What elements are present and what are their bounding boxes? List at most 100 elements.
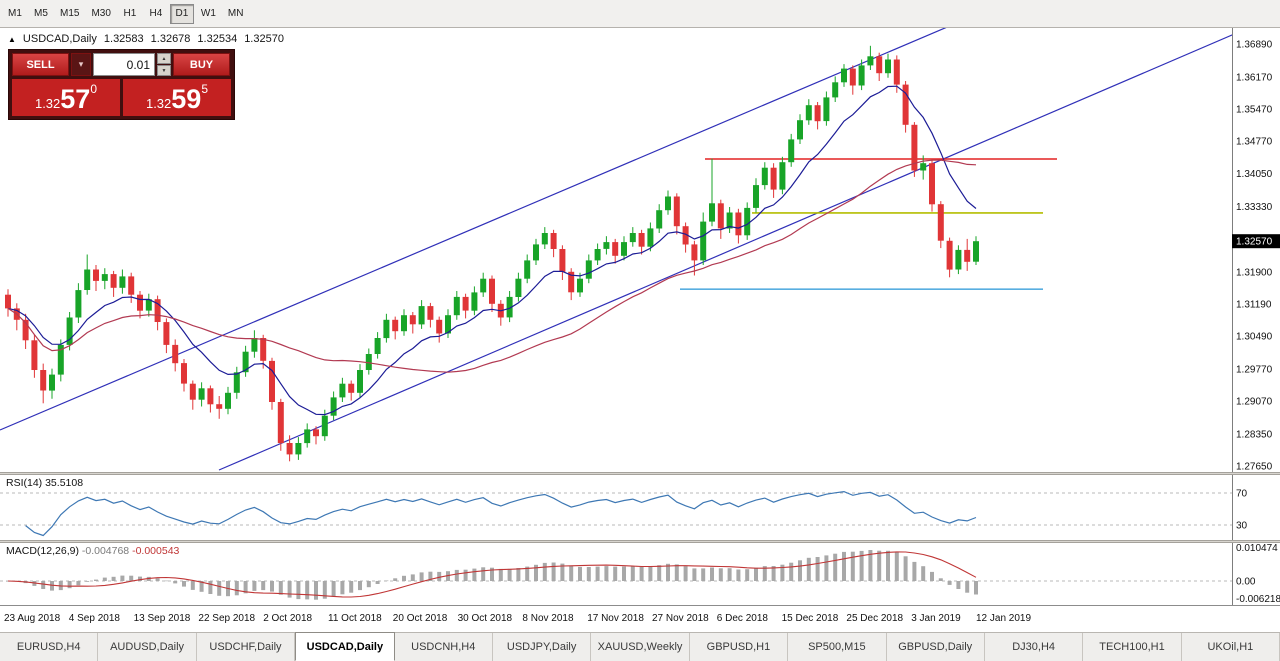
macd-histogram-bar [956,581,961,589]
chart-tab-eurusd-h4[interactable]: EURUSD,H4 [0,633,99,661]
trend-line[interactable] [218,29,1246,471]
candle-body [101,274,108,281]
chart-tab-sp500-m15[interactable]: SP500,M15 [788,633,887,661]
candle-body [225,392,231,409]
macd-histogram-bar [481,567,486,581]
macd-histogram-bar [331,581,336,597]
sell-price-display[interactable]: 1.32 57 0 [12,79,120,116]
timeframe-button-w1[interactable]: W1 [200,8,216,19]
macd-histogram-bar [287,581,292,598]
chart-tab-usdchf-daily[interactable]: USDCHF,Daily [197,633,296,661]
chart-tab-usdcnh-h4[interactable]: USDCNH,H4 [395,633,493,661]
candle-body [682,226,689,245]
panel-separator[interactable] [0,540,1280,543]
candle-body [937,204,944,241]
one-click-prices-row: 1.32 57 0 1.32 59 5 [12,79,231,116]
candle-body [189,383,196,400]
timeframe-button-m1[interactable]: M1 [8,8,22,19]
chart-tab-dj30-h4[interactable]: DJ30,H4 [985,633,1084,661]
candle-body [427,306,434,320]
chart-tab-ukoil-h1[interactable]: UKOil,H1 [1182,633,1280,661]
chart-tab-usdcad-daily[interactable]: USDCAD,Daily [295,632,395,661]
sell-price-pips: 57 [60,84,91,114]
candle-body [330,397,337,416]
buy-button[interactable]: BUY [173,53,230,76]
date-label: 25 Dec 2018 [846,613,904,624]
chart-tab-usdjpy-daily[interactable]: USDJPY,Daily [493,633,592,661]
order-type-dropdown[interactable]: ▾ [71,53,91,76]
candle-body [770,167,777,190]
macd-histogram-bar [138,576,142,581]
buy-price-display[interactable]: 1.32 59 5 [123,79,231,116]
macd-histogram-bar [630,566,635,581]
timeframe-button-d1[interactable]: D1 [169,3,194,24]
candle-body [849,68,856,86]
candle-body [973,241,979,262]
candle-body [691,244,698,261]
panel-separator[interactable] [0,472,1280,475]
chart-tab-audusd-daily[interactable]: AUDUSD,Daily [98,633,197,661]
macd-histogram-bar [217,581,222,596]
macd-histogram-bar [771,566,776,581]
chart-tab-tech100-h1[interactable]: TECH100,H1 [1083,633,1182,661]
macd-histogram-bar [798,560,802,581]
macd-histogram-bar [243,581,248,594]
chart-tab-gbpusd-h1[interactable]: GBPUSD,H1 [690,633,789,661]
candle-body [717,203,724,229]
macd-histogram-bar [886,550,890,581]
lot-size-input[interactable] [93,53,155,76]
macd-histogram-bar [314,581,318,600]
macd-histogram-bar [384,580,389,582]
candle-body [128,276,135,295]
sell-button[interactable]: SELL [12,53,69,76]
timeframe-button-m15[interactable]: M15 [60,8,80,19]
price-axis-label: 1.34050 [1236,169,1273,180]
macd-histogram-bar [850,551,855,581]
macd-histogram-bar [410,574,415,581]
candle-body [515,278,522,297]
main-plot[interactable] [0,28,1246,471]
macd-histogram-bar [666,563,670,581]
candle-body [75,290,82,318]
lot-increase-button[interactable]: ▲ [157,53,171,64]
candle-body [656,210,663,229]
timeframe-button-m30[interactable]: M30 [91,8,111,19]
date-label: 17 Nov 2018 [587,613,644,624]
macd-histogram-bar [736,569,741,581]
candle-body [145,299,152,311]
macd-histogram-bar [358,581,362,591]
lot-decrease-button[interactable]: ▼ [157,65,171,76]
candle-body [119,276,126,288]
macd-histogram-bar [270,581,274,592]
macd-histogram-bar [525,566,530,581]
candle-body [541,233,548,245]
timeframe-button-mn[interactable]: MN [227,8,244,19]
candle-body [365,354,372,370]
macd-histogram-bar [94,579,98,581]
macd-histogram-bar [701,568,706,581]
candle-body [137,294,143,311]
candle-body [955,249,962,270]
macd-histogram-bar [921,566,926,581]
chart-canvas[interactable]: 1.36890 1.36170 1.35470 1.34770 1.34050 1.333… [0,28,1280,605]
chart-tab-gbpusd-daily[interactable]: GBPUSD,Daily [887,633,985,661]
timeframe-button-h4[interactable]: H4 [149,8,163,19]
trend-line[interactable] [0,28,952,431]
macd-histogram-bar [252,581,257,591]
macd-histogram-bar [938,578,943,581]
macd-histogram-bar [278,581,283,595]
candle-body [753,185,759,208]
macd-histogram-bar [639,566,644,581]
macd-histogram-bar [710,567,714,581]
price-axis-label: 1.31900 [1236,267,1273,278]
macd-histogram-bar [199,581,204,592]
timeframe-button-m5[interactable]: M5 [34,8,48,19]
timeframe-button-h1[interactable]: H1 [123,8,137,19]
macd-histogram-bar [842,551,846,581]
chart-tab-xauusd-weekly[interactable]: XAUUSD,Weekly [591,633,690,661]
candle-body [612,242,619,256]
candle-body [577,278,583,293]
candle-body [181,363,187,384]
candle-body [93,269,99,281]
macd-histogram-bar [102,577,107,581]
